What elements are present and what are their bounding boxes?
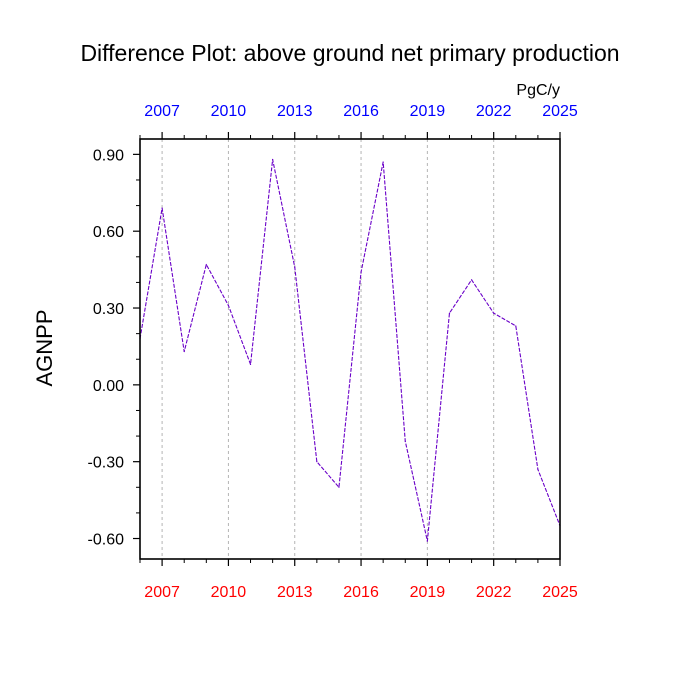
data-point <box>470 279 473 281</box>
axis-ticks <box>133 132 561 566</box>
x-tick-label-bottom: 2019 <box>410 584 446 601</box>
data-point <box>360 271 362 273</box>
data-point <box>272 158 274 161</box>
x-tick-label-top: 2022 <box>476 103 512 120</box>
grid-lines <box>161 139 495 559</box>
data-point <box>249 363 252 365</box>
data-point <box>316 461 318 463</box>
data-point <box>183 350 185 353</box>
data-point <box>404 440 406 442</box>
x-tick-label-top: 2010 <box>211 103 247 120</box>
chart-title: Difference Plot: above ground net primar… <box>80 40 619 66</box>
units-label: PgC/y <box>516 82 560 99</box>
x-tick-label-top: 2025 <box>542 103 578 120</box>
x-tick-label-bottom: 2007 <box>144 584 180 601</box>
series-line <box>139 158 561 542</box>
x-tick-label-top: 2019 <box>410 103 446 120</box>
data-point <box>426 540 428 542</box>
x-tick-label-top: 2016 <box>343 103 379 120</box>
data-point <box>338 486 340 488</box>
top-axis-labels: 2007 2010 2013 2016 2019 2022 2025 <box>144 103 578 120</box>
y-tick-label: 0.90 <box>93 147 124 164</box>
y-tick-label: 0.30 <box>93 301 124 318</box>
data-point <box>294 266 296 268</box>
x-tick-label-top: 2013 <box>277 103 313 120</box>
x-tick-label-bottom: 2010 <box>211 584 247 601</box>
bottom-axis-labels: 2007 2010 2013 2016 2019 2022 2025 <box>144 584 578 601</box>
x-tick-label-bottom: 2022 <box>476 584 512 601</box>
y-axis-label: AGNPP <box>32 309 57 386</box>
data-point <box>515 325 517 327</box>
data-point <box>448 312 451 314</box>
data-point <box>205 263 207 266</box>
x-tick-label-top: 2007 <box>144 103 180 120</box>
x-tick-label-bottom: 2013 <box>277 584 313 601</box>
y-tick-label: -0.60 <box>88 532 125 549</box>
y-tick-label: 0.60 <box>93 224 124 241</box>
data-point <box>161 207 163 209</box>
data-point <box>227 304 230 307</box>
data-point <box>382 161 384 163</box>
y-axis-labels: 0.90 0.60 0.30 0.00 -0.30 -0.60 <box>88 147 125 548</box>
plot-frame <box>139 138 561 560</box>
y-tick-label: -0.30 <box>88 455 125 472</box>
x-tick-label-bottom: 2016 <box>343 584 379 601</box>
y-tick-label: 0.00 <box>93 378 124 395</box>
x-tick-label-bottom: 2025 <box>542 584 578 601</box>
series-layer <box>139 158 561 542</box>
data-point <box>537 468 539 470</box>
data-point <box>493 312 495 314</box>
